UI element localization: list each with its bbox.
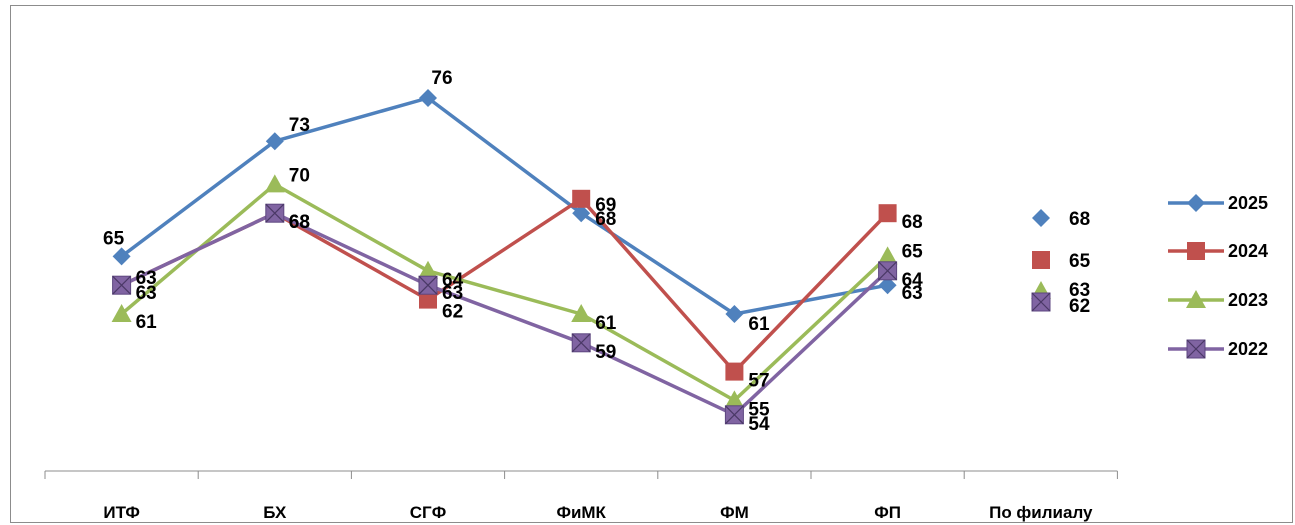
data-point xyxy=(112,275,132,295)
data-label: 65 xyxy=(103,228,125,249)
data-label: 64 xyxy=(902,270,924,291)
data-point xyxy=(418,275,438,295)
branch-marker xyxy=(1032,251,1050,269)
x-tick-label: ИТФ xyxy=(103,503,139,522)
data-label: 73 xyxy=(289,115,310,136)
series-line-2024 xyxy=(120,197,889,374)
branch-value-label: 65 xyxy=(1069,251,1091,272)
data-label: 68 xyxy=(289,212,310,233)
data-label: 63 xyxy=(136,283,157,304)
data-point xyxy=(725,305,744,323)
data-point xyxy=(724,405,744,425)
data-point xyxy=(878,276,897,295)
data-point xyxy=(265,132,284,151)
data-label: 61 xyxy=(595,313,617,334)
legend-label: 2022 xyxy=(1228,339,1268,359)
branch-marker xyxy=(1032,209,1050,227)
data-label: 64 xyxy=(442,270,464,291)
data-label: 61 xyxy=(748,314,770,335)
data-label: 63 xyxy=(136,268,157,289)
legend-marker xyxy=(1186,290,1206,308)
data-point xyxy=(572,204,591,223)
data-point xyxy=(571,304,592,322)
series-line-2023 xyxy=(120,182,889,403)
branch-marker xyxy=(1031,292,1051,312)
data-label: 65 xyxy=(902,241,924,262)
x-tick-label: БХ xyxy=(263,503,287,522)
data-label: 68 xyxy=(902,212,923,233)
data-point xyxy=(419,290,437,309)
series-line-2025 xyxy=(120,96,888,316)
legend-marker xyxy=(1186,339,1206,359)
chart-frame: ИТФ БХ СГФ ФиМК ФМ ФП По филиалу 65 73 76 68 61 63 63… xyxy=(10,5,1293,523)
data-label: 63 xyxy=(442,283,463,304)
data-label: 76 xyxy=(431,68,452,89)
x-tick-label: СГФ xyxy=(410,503,446,522)
data-point xyxy=(418,260,438,279)
data-label: 69 xyxy=(595,195,616,216)
data-label: 63 xyxy=(902,283,923,304)
data-point xyxy=(571,333,591,353)
data-label: 54 xyxy=(748,414,770,435)
branch-value-label: 62 xyxy=(1069,296,1090,317)
data-label: 68 xyxy=(595,209,616,230)
x-tick-label: ФП xyxy=(874,503,901,522)
data-point xyxy=(878,261,898,281)
x-tick-label: По филиалу xyxy=(989,503,1093,522)
data-label: 62 xyxy=(442,302,463,323)
data-label: 55 xyxy=(748,399,770,420)
data-point xyxy=(264,174,285,193)
data-label: 68 xyxy=(289,212,310,233)
data-point xyxy=(111,304,132,322)
data-label: 70 xyxy=(289,165,310,186)
branch-value-label: 63 xyxy=(1069,280,1090,301)
x-tick-label: ФМ xyxy=(720,503,749,522)
data-point xyxy=(572,189,591,208)
data-point xyxy=(724,390,745,409)
data-label: 59 xyxy=(595,342,616,363)
data-point xyxy=(265,203,285,223)
legend-marker xyxy=(1187,194,1205,212)
line-chart: ИТФ БХ СГФ ФиМК ФМ ФП По филиалу65737668616363… xyxy=(44,68,1268,522)
data-point xyxy=(419,89,437,107)
legend-label: 2023 xyxy=(1228,290,1268,310)
legend-marker xyxy=(1187,242,1205,260)
x-tick-label: ФиМК xyxy=(556,503,606,522)
branch-value-label: 68 xyxy=(1069,209,1090,230)
legend-label: 2025 xyxy=(1228,193,1268,213)
data-point xyxy=(877,246,898,265)
data-point xyxy=(112,247,131,266)
data-point xyxy=(878,204,897,223)
data-point xyxy=(725,362,744,381)
data-label: 57 xyxy=(748,371,769,392)
data-label: 61 xyxy=(136,312,158,333)
legend-label: 2024 xyxy=(1228,241,1268,261)
series-line-2022 xyxy=(120,211,889,417)
